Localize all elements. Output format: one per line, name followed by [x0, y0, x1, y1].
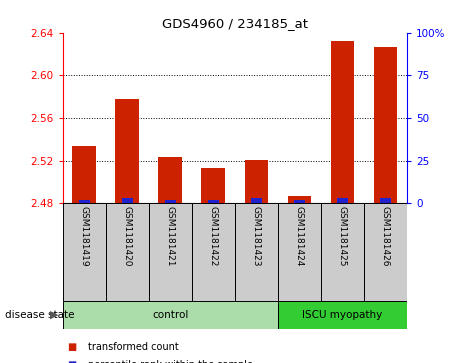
Bar: [63, 203, 106, 301]
Bar: [73, 146, 96, 203]
Bar: [321, 203, 364, 301]
Bar: [192, 203, 235, 301]
Text: GSM1181426: GSM1181426: [381, 206, 390, 267]
Bar: [63, 301, 278, 329]
Bar: [337, 198, 348, 203]
Bar: [287, 196, 311, 203]
Bar: [245, 160, 268, 203]
Bar: [201, 168, 225, 203]
Text: ■: ■: [67, 360, 77, 363]
Bar: [115, 99, 139, 203]
Text: GSM1181425: GSM1181425: [338, 206, 347, 267]
Text: GSM1181419: GSM1181419: [80, 206, 89, 267]
Bar: [364, 203, 407, 301]
Title: GDS4960 / 234185_at: GDS4960 / 234185_at: [162, 17, 308, 30]
Text: GSM1181420: GSM1181420: [123, 206, 132, 267]
Bar: [208, 200, 219, 203]
Text: GSM1181423: GSM1181423: [252, 206, 261, 267]
Bar: [235, 203, 278, 301]
Bar: [331, 41, 354, 203]
Bar: [165, 200, 176, 203]
Text: GSM1181421: GSM1181421: [166, 206, 175, 267]
Text: transformed count: transformed count: [88, 342, 179, 352]
Text: percentile rank within the sample: percentile rank within the sample: [88, 360, 253, 363]
Text: ▶: ▶: [50, 310, 58, 320]
Bar: [278, 203, 321, 301]
Bar: [278, 301, 407, 329]
Text: disease state: disease state: [5, 310, 74, 320]
Bar: [106, 203, 149, 301]
Bar: [79, 200, 90, 203]
Bar: [159, 158, 182, 203]
Text: GSM1181422: GSM1181422: [209, 206, 218, 266]
Text: ■: ■: [67, 342, 77, 352]
Bar: [251, 198, 262, 203]
Text: control: control: [152, 310, 188, 320]
Bar: [373, 46, 397, 203]
Bar: [294, 200, 305, 203]
Bar: [380, 198, 391, 203]
Bar: [122, 198, 133, 203]
Text: ISCU myopathy: ISCU myopathy: [302, 310, 383, 320]
Text: GSM1181424: GSM1181424: [295, 206, 304, 266]
Bar: [149, 203, 192, 301]
